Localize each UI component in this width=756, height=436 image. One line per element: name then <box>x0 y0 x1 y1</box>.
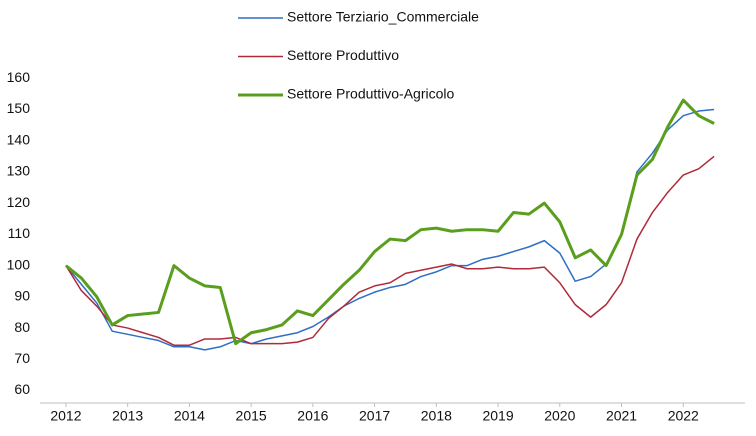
x-tick-label: 2014 <box>174 408 205 424</box>
x-tick-label: 2015 <box>236 408 267 424</box>
x-tick-label: 2020 <box>544 408 575 424</box>
x-tick-label: 2019 <box>482 408 513 424</box>
x-tick-label: 2021 <box>606 408 637 424</box>
x-tick-label: 2012 <box>50 408 81 424</box>
y-tick-label: 110 <box>8 225 31 241</box>
y-tick-label: 150 <box>7 100 31 116</box>
y-tick-label: 130 <box>7 163 31 179</box>
legend-label: Settore Terziario_Commerciale <box>287 9 479 25</box>
y-tick-label: 120 <box>7 194 31 210</box>
x-tick-label: 2018 <box>421 408 452 424</box>
x-tick-label: 2013 <box>112 408 143 424</box>
series-line <box>65 155 715 346</box>
y-tick-label: 80 <box>14 319 30 335</box>
y-tick-label: 160 <box>7 69 31 85</box>
y-tick-label: 90 <box>14 288 30 304</box>
legend-label: Settore Produttivo <box>287 47 399 63</box>
x-tick-label: 2022 <box>668 408 699 424</box>
x-tick-label: 2017 <box>359 408 390 424</box>
y-tick-label: 60 <box>14 381 30 397</box>
y-tick-label: 140 <box>7 131 31 147</box>
legend-label: Settore Produttivo-Agricolo <box>287 86 455 102</box>
legend: Settore Terziario_Commerciale Settore Pro… <box>238 9 479 102</box>
series-line <box>64 98 715 346</box>
x-tick-label: 2016 <box>297 408 328 424</box>
y-tick-label: 100 <box>7 256 31 272</box>
y-tick-label: 70 <box>14 350 30 366</box>
